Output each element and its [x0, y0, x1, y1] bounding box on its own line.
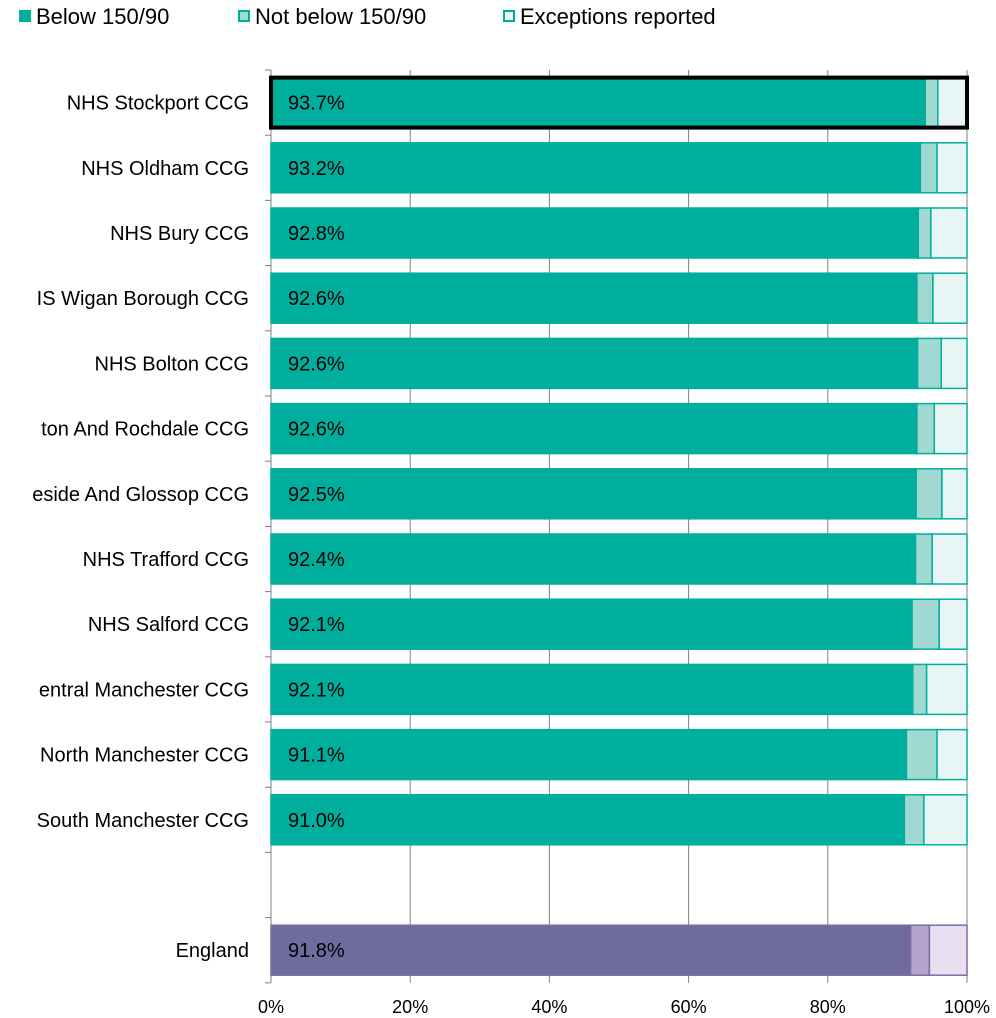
bar-segment-exceptions [925, 663, 968, 716]
value-label: 92.6% [288, 288, 345, 310]
value-label: 91.1% [288, 745, 345, 767]
category-label: NHS Salford CCG [88, 614, 249, 636]
legend-swatch-below [19, 10, 31, 22]
value-label: 92.1% [288, 614, 345, 636]
bar-segment-below [270, 533, 917, 585]
x-tick-label: 20% [392, 997, 428, 1017]
bar-segment-exceptions [937, 76, 968, 129]
bar-segment-below [270, 794, 906, 846]
value-label: 92.6% [288, 419, 345, 441]
bar-segment-exceptions [938, 598, 968, 650]
category-label: England [176, 940, 249, 962]
x-tick-label: 80% [810, 997, 846, 1017]
bar-segment-below [270, 142, 922, 194]
bar-segment-exceptions [923, 794, 968, 846]
bar-segment-not-below [916, 402, 936, 455]
bar-segment-below [270, 272, 918, 324]
category-label: eside And Glossop CCG [32, 484, 249, 506]
bar-segment-not-below [911, 598, 940, 650]
category-label: ton And Rochdale CCG [41, 419, 249, 441]
bar-segment-not-below [924, 76, 939, 129]
bar-segment-below [270, 402, 918, 455]
value-label: 93.7% [288, 93, 345, 115]
bar-segment-below [270, 924, 912, 976]
bar-segment-exceptions [928, 924, 968, 976]
category-label: NHS Trafford CCG [83, 549, 249, 571]
category-label: IS Wigan Borough CCG [37, 288, 249, 310]
value-label: 92.1% [288, 679, 345, 701]
value-label: 91.8% [288, 940, 345, 962]
category-label: South Manchester CCG [37, 810, 249, 832]
bar-segment-below [270, 598, 913, 650]
bar-segment-not-below [915, 468, 943, 520]
x-tick-label: 100% [944, 997, 990, 1017]
value-label: 92.8% [288, 223, 345, 245]
value-label: 91.0% [288, 810, 345, 832]
x-tick-label: 40% [531, 997, 567, 1017]
bar-segment-exceptions [941, 468, 968, 520]
legend-swatch-not-below [238, 10, 250, 22]
category-label: NHS Stockport CCG [67, 93, 249, 115]
bar-segment-exceptions [936, 142, 968, 194]
bar-segment-not-below [916, 337, 942, 390]
chart-legend: Below 150/90 Not below 150/90 Exceptions… [0, 0, 996, 36]
bar-segment-below [270, 728, 908, 781]
bar-segment-below [270, 76, 926, 129]
value-label: 92.5% [288, 484, 345, 506]
bar-segment-exceptions [940, 337, 968, 390]
legend-label-below: Below 150/90 [36, 4, 170, 29]
bar-segment-exceptions [931, 533, 968, 585]
value-label: 93.2% [288, 158, 345, 180]
bar-segment-not-below [914, 533, 933, 585]
bar-segment-exceptions [933, 402, 968, 455]
bar-segment-exceptions [930, 207, 968, 259]
category-label: NHS Bolton CCG [95, 353, 250, 375]
bar-segment-below [270, 663, 914, 716]
category-label: NHS Bury CCG [110, 223, 249, 245]
legend-label-not-below: Not below 150/90 [255, 4, 427, 29]
legend-swatch-exceptions [503, 10, 515, 22]
category-label: entral Manchester CCG [39, 679, 249, 701]
bar-segment-not-below [909, 924, 931, 976]
bar-segment-exceptions [932, 272, 968, 324]
bar-segment-not-below [919, 142, 938, 194]
bar-segment-exceptions [936, 728, 968, 781]
bar-segment-below [270, 468, 917, 520]
legend-label-exceptions: Exceptions reported [520, 4, 716, 29]
value-label: 92.4% [288, 549, 345, 571]
bar-segment-below [270, 207, 920, 259]
bar-segment-not-below [917, 207, 932, 259]
bar-segment-not-below [916, 272, 934, 324]
bar-segment-not-below [911, 663, 928, 716]
category-label: North Manchester CCG [40, 745, 249, 767]
x-tick-label: 60% [671, 997, 707, 1017]
highlight-outline [269, 75, 969, 130]
bar-segment-not-below [905, 728, 938, 781]
category-label: NHS Oldham CCG [81, 158, 249, 180]
value-label: 92.6% [288, 353, 345, 375]
x-tick-label: 0% [258, 997, 284, 1017]
bar-segment-below [270, 337, 919, 390]
bar-segment-not-below [903, 794, 925, 846]
